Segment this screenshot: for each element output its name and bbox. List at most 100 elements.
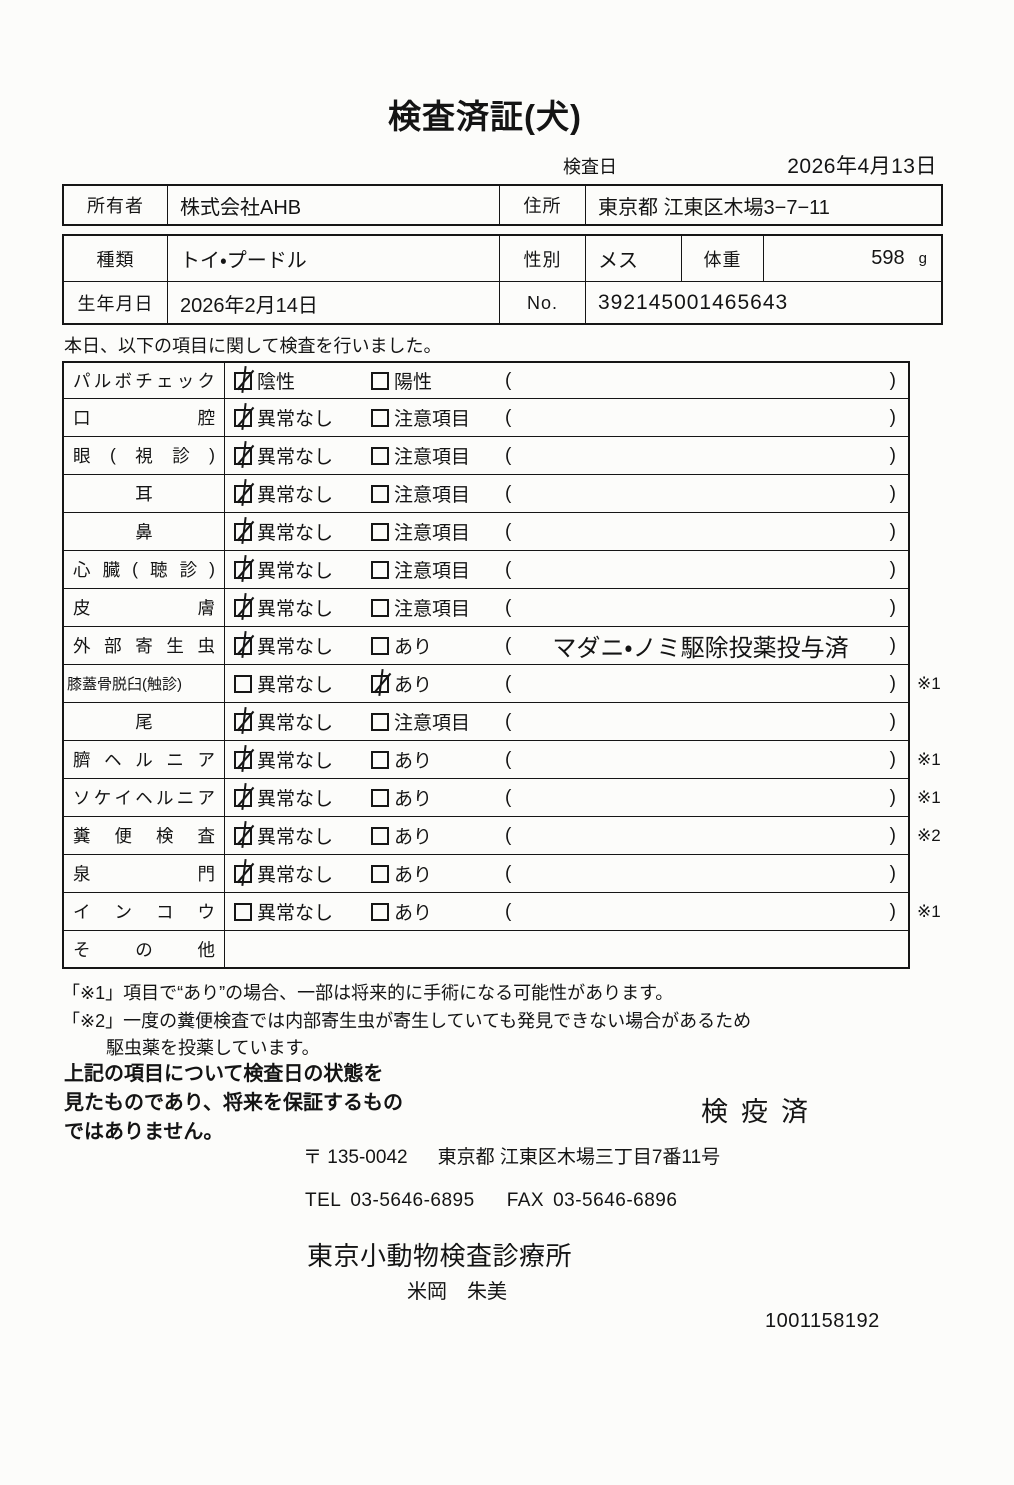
row-content: 異常なし あり ()	[225, 855, 910, 893]
result-parens: ()	[505, 370, 908, 392]
breed-value: トイ・プードル	[167, 236, 499, 281]
result-parens: ()	[505, 901, 908, 923]
row-note-mark	[910, 399, 955, 437]
row-note-mark	[910, 627, 955, 665]
checkbox-checked-icon	[234, 484, 252, 503]
option-label: 異常なし	[257, 599, 334, 620]
page-title: 検査済証(犬)	[388, 98, 582, 135]
checkbox-checked-icon	[234, 750, 252, 769]
tel-label: TEL	[305, 1190, 342, 1211]
option-1: 異常なし	[234, 480, 371, 507]
table-row: 泉門 異常なし あり ()	[62, 855, 967, 893]
option-1: 異常なし	[234, 822, 371, 849]
row-label: 尾	[62, 703, 225, 741]
option-1: 異常なし	[234, 442, 371, 469]
row-label: ソケイヘルニア	[62, 779, 225, 817]
weight-value-cell: 598 g	[763, 236, 941, 281]
sex-value: メス	[585, 236, 681, 281]
checkbox-unchecked-icon	[371, 902, 389, 921]
fax-number: 03-5646-6896	[553, 1190, 678, 1211]
serial-number: 1001158192	[765, 1310, 880, 1332]
table-row: パルボチェック 陰性 陽性 ()	[62, 361, 967, 399]
table-row: インコウ 異常なし あり () ※1	[62, 893, 967, 931]
row-label: 臍ヘルニア	[62, 741, 225, 779]
checkbox-unchecked-icon	[371, 560, 389, 579]
row-content: 異常なし 注意項目 ()	[225, 551, 910, 589]
result-parens: ()	[505, 407, 908, 429]
row-label: 鼻	[62, 513, 225, 551]
paren-open: (	[505, 369, 512, 391]
option-1: 異常なし	[234, 594, 371, 621]
table-row: 耳 異常なし 注意項目 ()	[62, 475, 967, 513]
checkbox-unchecked-icon	[371, 636, 389, 655]
row-label: 心臓(聴診)	[62, 551, 225, 589]
disclaimer-line-2: 見たものであり、将来を保証するもの	[64, 1092, 403, 1114]
checkbox-checked-icon	[234, 371, 252, 390]
table-row: 膝蓋骨脱臼(触診) 異常なし あり () ※1	[62, 665, 967, 703]
no-value: 392145001465643	[585, 282, 941, 324]
footnote-1: 「※1」項目で“あり”の場合、一部は将来的に手術になる可能性があります。	[62, 983, 674, 1003]
paren-open: (	[505, 748, 512, 770]
table-row: その他	[62, 931, 967, 969]
option-label: 異常なし	[257, 409, 334, 430]
clinic-name: 東京小動物検査診療所	[307, 1241, 573, 1271]
option-label: あり	[394, 903, 433, 924]
row-note-mark: ※2	[917, 826, 941, 845]
row-note-mark	[910, 513, 955, 551]
row-content: 異常なし あり (マダニ・ノミ駆除投薬投与済)	[225, 627, 910, 665]
row-label: 耳	[62, 475, 225, 513]
paren-close: )	[889, 900, 896, 922]
option-2: 注意項目	[371, 404, 505, 431]
option-1: 異常なし	[234, 556, 371, 583]
checkbox-checked-icon	[234, 408, 252, 427]
table-row: 臍ヘルニア 異常なし あり () ※1	[62, 741, 967, 779]
address-value: 東京都 江東区木場3−7−11	[585, 186, 941, 224]
option-label: 異常なし	[257, 903, 334, 924]
checkbox-checked-icon	[234, 788, 252, 807]
checkbox-unchecked-icon	[371, 788, 389, 807]
tel-number: 03-5646-6895	[350, 1190, 475, 1211]
paren-open: (	[505, 406, 512, 428]
option-1: 異常なし	[234, 784, 371, 811]
option-label: あり	[394, 637, 433, 658]
paren-open: (	[505, 786, 512, 808]
owner-info-box: 所有者 株式会社AHB 住所 東京都 江東区木場3−7−11	[62, 184, 943, 226]
result-parens: ()	[505, 597, 908, 619]
paren-open: (	[505, 558, 512, 580]
row-label: 外部寄生虫	[62, 627, 225, 665]
birthdate-label: 生年月日	[77, 294, 154, 314]
quarantine-stamp: 検疫済	[701, 1097, 821, 1127]
table-row: 外部寄生虫 異常なし あり (マダニ・ノミ駆除投薬投与済)	[62, 627, 967, 665]
sex-label: 性別	[499, 236, 585, 281]
option-label: 異常なし	[257, 485, 334, 506]
row-note-mark	[910, 589, 955, 627]
option-label: 異常なし	[257, 865, 334, 886]
checkbox-checked-icon	[234, 446, 252, 465]
paren-open: (	[505, 482, 512, 504]
option-1: 異常なし	[234, 518, 371, 545]
paren-close: )	[889, 862, 896, 884]
result-parens: ()	[505, 445, 908, 467]
checkbox-checked-icon	[371, 674, 389, 693]
option-label: 注意項目	[394, 447, 471, 468]
option-2: あり	[371, 670, 505, 697]
result-parens: ()	[505, 825, 908, 847]
option-2: あり	[371, 746, 505, 773]
paren-open: (	[505, 672, 512, 694]
paren-close: )	[889, 824, 896, 846]
paren-open: (	[505, 824, 512, 846]
option-1: 異常なし	[234, 708, 371, 735]
option-label: 陰性	[257, 372, 296, 393]
row-note-mark	[910, 703, 955, 741]
checkbox-checked-icon	[234, 864, 252, 883]
checkbox-checked-icon	[234, 560, 252, 579]
checkbox-checked-icon	[234, 826, 252, 845]
option-label: 陽性	[394, 372, 433, 393]
paren-close: )	[889, 406, 896, 428]
footnotes: 「※1」項目で“あり”の場合、一部は将来的に手術になる可能性があります。 「※2…	[62, 980, 751, 1063]
inspection-date-value: 2026年4月13日	[787, 155, 937, 178]
row-label: 眼(視診)	[62, 437, 225, 475]
checkbox-unchecked-icon	[371, 598, 389, 617]
paren-close: )	[889, 520, 896, 542]
checkbox-checked-icon	[234, 636, 252, 655]
